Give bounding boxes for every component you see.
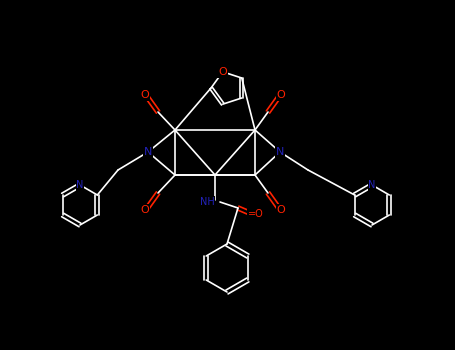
- Text: O: O: [277, 90, 285, 100]
- Text: O: O: [277, 205, 285, 215]
- Text: =O: =O: [248, 209, 264, 219]
- Text: NH: NH: [200, 197, 214, 207]
- Text: N: N: [368, 180, 376, 190]
- Text: N: N: [276, 147, 284, 157]
- Text: O: O: [141, 205, 149, 215]
- Text: O: O: [141, 90, 149, 100]
- Text: N: N: [144, 147, 152, 157]
- Text: O: O: [218, 67, 227, 77]
- Text: N: N: [76, 180, 84, 190]
